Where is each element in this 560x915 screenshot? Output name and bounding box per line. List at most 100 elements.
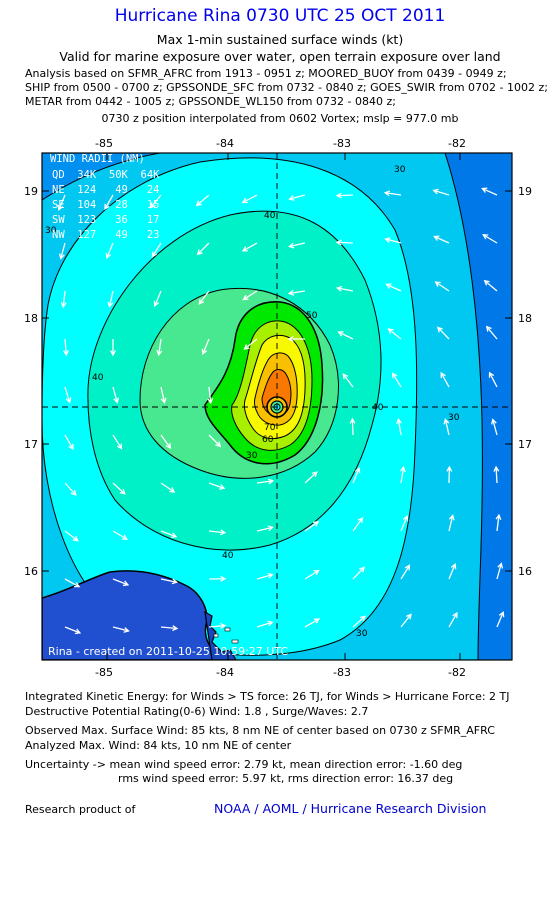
wind-arrow <box>336 241 354 244</box>
wind-arrow-head <box>440 371 446 379</box>
wind-arrow <box>440 372 450 388</box>
wind-arrow <box>112 482 126 495</box>
wind-arrow-head <box>481 187 488 193</box>
wind-arrow-head <box>450 562 457 570</box>
wind-arrow-head <box>432 188 439 195</box>
uncertainty-line-2: rms wind speed error: 5.97 kt, rms direc… <box>118 772 454 785</box>
created-stamp: Rina - created on 2011-10-25 10:59:27 UT… <box>48 645 288 658</box>
wind-arrow <box>106 242 114 259</box>
wind-arrow-head <box>220 529 227 536</box>
contour-label: 40 <box>372 403 384 413</box>
wind-arrow <box>482 234 498 244</box>
land-yucatan <box>42 570 227 660</box>
y-tick-left: 16 <box>24 565 38 578</box>
wind-field-plot: 40 50 60 70 30 40 30 40 30 40 30 30 WIND… <box>42 153 512 660</box>
wind-arrow-head <box>335 192 342 199</box>
wind-arrow-head <box>498 610 505 618</box>
wind-arrow-head <box>219 484 226 490</box>
analysis-line-2: SHIP from 0500 - 0700 z; GPSSONDE_SFC fr… <box>25 81 548 94</box>
wind-arrow-head <box>74 582 81 588</box>
wind-arrow <box>496 563 502 580</box>
wind-arrow <box>208 624 225 628</box>
wind-arrow <box>434 235 450 244</box>
wind-arrow-head <box>65 397 72 404</box>
wind-arrow-head <box>243 344 250 350</box>
wind-arrow-head <box>104 203 110 211</box>
wind-arrow-head <box>493 465 500 472</box>
wind-arrow-head <box>110 350 116 357</box>
wind-arrow-head <box>121 534 128 540</box>
wind-arrow <box>342 373 354 388</box>
wind-arrow-head <box>150 202 156 209</box>
wind-arrow <box>104 194 114 210</box>
wind-arrow <box>486 326 498 340</box>
wind-arrow <box>400 515 408 532</box>
wind-arrow <box>197 242 210 255</box>
wind-arrow <box>151 242 162 257</box>
wind-arrow <box>243 290 258 301</box>
wind-arrow <box>400 467 405 484</box>
contour-label: 40 <box>222 551 234 561</box>
analyzed-max-wind: Analyzed Max. Wind: 84 kts, 10 nm NE of … <box>25 739 292 752</box>
island-2 <box>231 639 239 644</box>
wind-arrow <box>352 467 360 484</box>
ike-line: Integrated Kinetic Energy: for Winds > T… <box>25 690 510 703</box>
wind-arrow <box>289 194 306 200</box>
wind-arrow <box>400 614 412 628</box>
wind-arrow-head <box>267 572 274 579</box>
research-product: Research product of <box>25 803 136 816</box>
wind-arrow <box>160 386 166 403</box>
wind-arrow <box>448 612 458 628</box>
wind-arrow <box>304 570 319 580</box>
wind-arrow-head <box>201 348 208 356</box>
wind-arrow <box>484 280 498 292</box>
y-tick-right: 19 <box>518 185 532 198</box>
wind-arrow <box>304 618 320 628</box>
wind-arrow-head <box>58 253 65 260</box>
wind-arrow <box>62 290 66 307</box>
wind-arrow <box>496 515 500 532</box>
wind-arrow-head <box>107 301 114 308</box>
wind-arrow <box>64 386 71 403</box>
wind-arrow-head <box>72 535 79 542</box>
wind-arrow <box>160 482 175 493</box>
wind-arrow-head <box>448 514 455 521</box>
wind-arrow <box>160 578 177 583</box>
wind-arrow <box>208 386 212 403</box>
wind-arrow <box>386 283 402 292</box>
contour-label: 40 <box>264 211 276 221</box>
wind-arrow-head <box>68 443 74 451</box>
wind-arrow-head <box>342 373 349 380</box>
wind-radii-nw: NW 127 49 23 <box>52 229 159 241</box>
contour-label: 70 <box>264 423 276 433</box>
valid-exposure: Valid for marine exposure over water, op… <box>59 49 501 64</box>
analysis-line-3: METAR from 0442 - 1005 z; GPSSONDE_WL150… <box>25 95 396 108</box>
wind-arrow-head <box>482 234 489 240</box>
coast-islands <box>204 610 237 660</box>
y-tick-left: 19 <box>24 185 38 198</box>
wind-arrow-head <box>434 281 441 287</box>
map-title: Hurricane Rina 0730 UTC 25 OCT 2011 <box>114 6 446 26</box>
wind-arrow-head <box>491 418 497 425</box>
wind-arrow-head <box>384 237 391 243</box>
wind-arrow-head <box>497 562 504 569</box>
wind-arrow <box>304 521 319 532</box>
noaa-aoml-hrd-link[interactable]: NOAA / AOML / Hurricane Research Divisio… <box>214 801 487 816</box>
wind-arrow-head <box>119 488 126 495</box>
wind-arrow-head <box>153 300 160 308</box>
contour-label: 30 <box>356 629 368 639</box>
wind-arrow-head <box>313 569 320 576</box>
wind-arrow-head <box>267 525 274 532</box>
dpr-line: Destructive Potential Rating(0-6) Wind: … <box>25 705 369 718</box>
wind-arrow <box>112 386 118 403</box>
wind-arrow <box>392 373 402 388</box>
wind-vectors <box>57 187 505 635</box>
wind-radii-table: WIND RADII (NM) QD 34K 50K 64K NE 124 49… <box>50 153 160 241</box>
wind-arrow <box>304 471 318 484</box>
wind-arrow-head <box>288 242 295 249</box>
wind-arrow-head <box>359 615 367 622</box>
wind-arrow <box>489 372 498 388</box>
wind-arrow-head <box>446 465 453 472</box>
wind-arrow <box>482 187 498 196</box>
wind-arrow-head <box>337 331 344 337</box>
